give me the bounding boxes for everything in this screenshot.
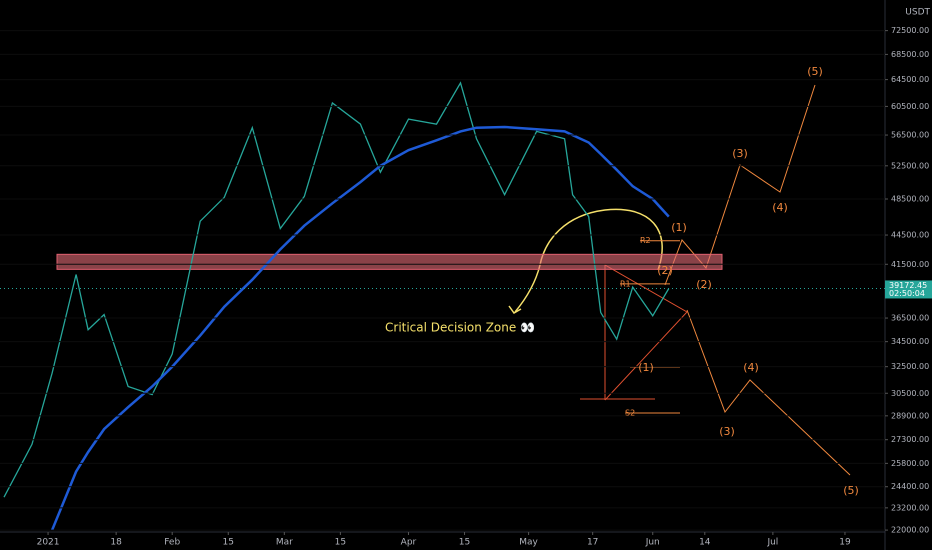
price-line xyxy=(3,81,670,498)
y-tick-label: 32500.00 xyxy=(891,362,929,371)
decision-zone xyxy=(56,253,723,270)
y-tick-label: 56500.00 xyxy=(891,131,929,140)
pivot-label: S2 xyxy=(625,408,635,417)
y-tick-label: 41500.00 xyxy=(891,260,929,269)
y-tick-label: 30500.00 xyxy=(891,389,929,398)
x-tick-label: 18 xyxy=(110,538,122,548)
x-tick-label: 2021 xyxy=(37,538,60,548)
wave-label: (5) xyxy=(843,484,859,497)
last-price-tag xyxy=(885,280,932,299)
bull-projection xyxy=(664,84,816,286)
x-tick-label: 15 xyxy=(459,538,470,548)
wave-label: (1) xyxy=(671,221,687,234)
x-tick-label: 15 xyxy=(223,538,234,548)
y-tick-label: 60500.00 xyxy=(891,102,929,111)
countdown: 02:50:04 xyxy=(889,289,925,298)
zone-label: Critical Decision Zone 👀 xyxy=(385,321,535,335)
decision-arrow xyxy=(514,208,663,313)
y-tick-label: 68500.00 xyxy=(891,50,929,59)
bear-projection xyxy=(686,309,851,476)
wave-label: (2) xyxy=(696,278,712,291)
y-tick-label: 23200.00 xyxy=(891,503,929,512)
y-tick-label: 52500.00 xyxy=(891,161,929,170)
triangle xyxy=(604,264,688,401)
y-tick-label: 28900.00 xyxy=(891,411,929,420)
pivot-label: R2 xyxy=(640,236,651,245)
wave-label: (4) xyxy=(772,201,788,214)
x-tick-label: 15 xyxy=(335,538,346,548)
y-tick-label: 25800.00 xyxy=(891,459,929,468)
x-tick-label: Feb xyxy=(164,538,180,548)
wave-label: (4) xyxy=(743,361,759,374)
x-tick-label: 19 xyxy=(839,538,851,548)
wave-label: (3) xyxy=(719,425,735,438)
x-tick-label: Apr xyxy=(401,538,417,548)
last-price-label: 39172.45 xyxy=(889,281,927,290)
y-tick-label: 64500.00 xyxy=(891,75,929,84)
y-tick-label: 22000.00 xyxy=(891,526,929,535)
y-tick-label: 27300.00 xyxy=(891,435,929,444)
x-tick-label: Jul xyxy=(766,538,778,548)
y-tick-label: 34500.00 xyxy=(891,337,929,346)
arrow-head xyxy=(508,305,522,314)
y-tick-label: 48500.00 xyxy=(891,195,929,204)
wave-label: (2) xyxy=(657,264,673,277)
pivot-label: R1 xyxy=(620,279,631,288)
wave-label: (1) xyxy=(638,361,654,374)
y-tick-label: 24400.00 xyxy=(891,482,929,491)
x-tick-label: 17 xyxy=(587,538,598,548)
x-tick-label: Jun xyxy=(645,538,660,548)
y-tick-label: 36500.00 xyxy=(891,314,929,323)
y-tick-label: 72500.00 xyxy=(891,26,929,35)
quote-currency: USDT xyxy=(905,8,930,18)
x-tick-label: Mar xyxy=(276,538,293,548)
wave-label: (5) xyxy=(807,65,823,78)
wave-label: (3) xyxy=(732,147,748,160)
x-tick-label: May xyxy=(519,538,538,548)
x-tick-label: 14 xyxy=(699,538,711,548)
y-tick-label: 44500.00 xyxy=(891,231,929,240)
